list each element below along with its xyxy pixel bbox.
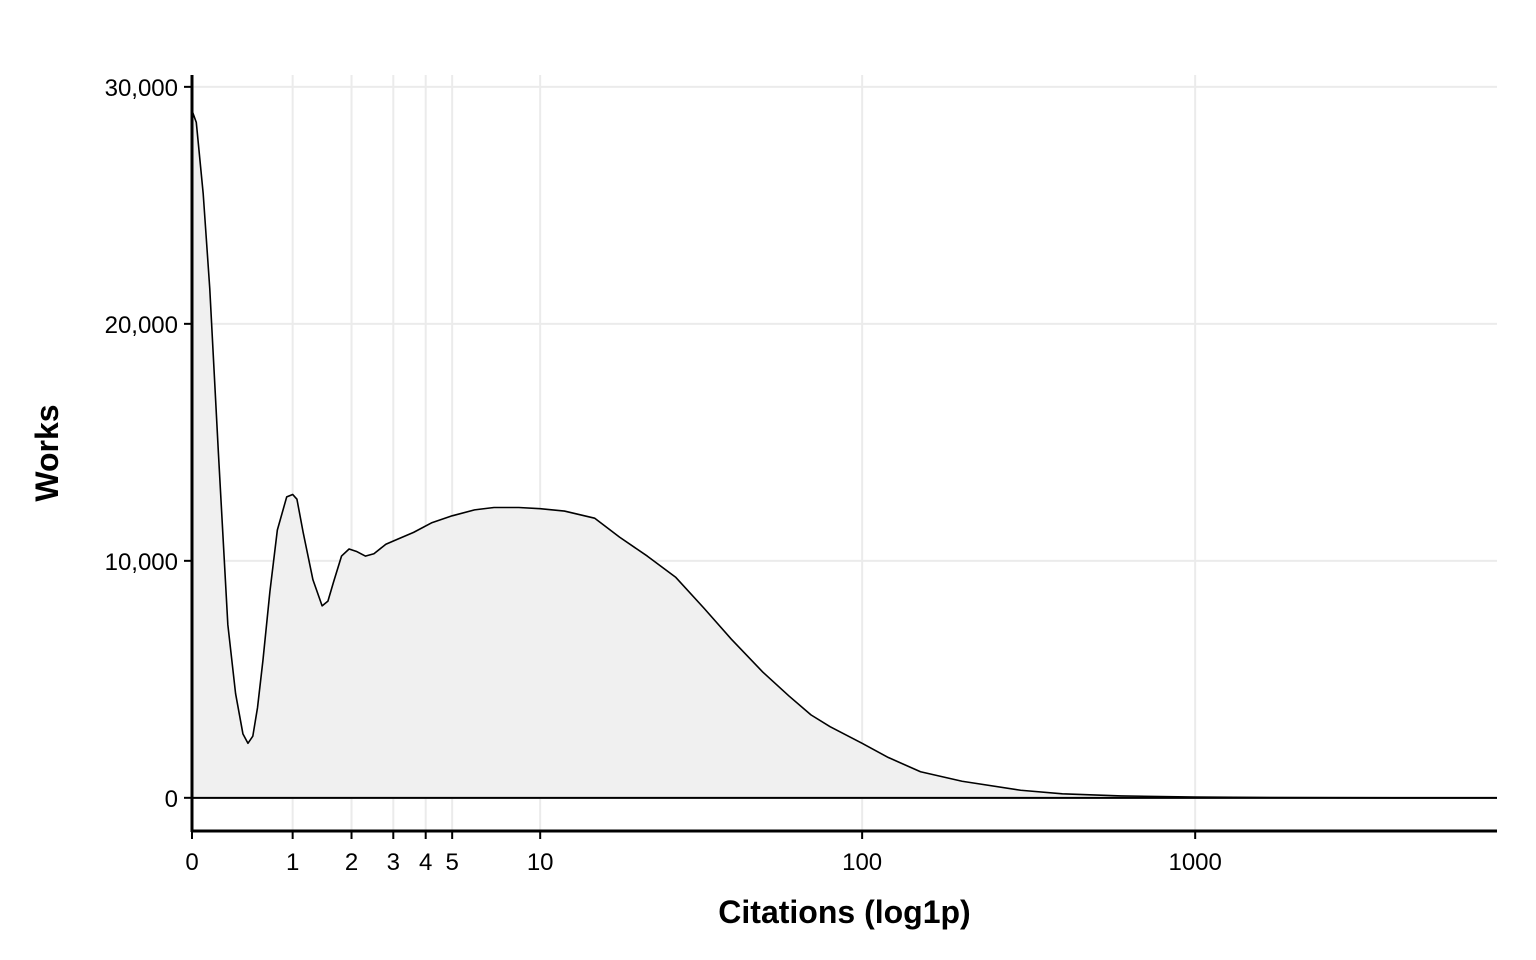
x-tick-label: 1: [286, 849, 299, 876]
y-tick-label: 20,000: [105, 312, 178, 339]
vertical-gridlines: [291, 75, 1197, 831]
x-tick-label: 2: [345, 849, 358, 876]
x-tick-label: 100: [842, 849, 882, 876]
x-axis-title: Citations (log1p): [718, 894, 970, 930]
x-tick-label: 1000: [1168, 849, 1221, 876]
y-axis-title: Works: [29, 404, 65, 501]
x-tick-label: 3: [387, 849, 400, 876]
x-axis-ticks: 0 1 2 3 4 5 10 100 1000: [185, 831, 1222, 876]
y-tick-label: 0: [165, 786, 178, 813]
x-tick-label: 0: [185, 849, 198, 876]
density-area: [192, 110, 1497, 798]
y-axis-ticks: 0 10,000 20,000 30,000: [105, 75, 192, 813]
y-tick-label: 30,000: [105, 75, 178, 102]
x-tick-label: 5: [445, 849, 458, 876]
x-tick-label: 10: [527, 849, 554, 876]
x-tick-label: 4: [419, 849, 432, 876]
density-line: [191, 110, 1498, 799]
y-tick-label: 10,000: [105, 549, 178, 576]
